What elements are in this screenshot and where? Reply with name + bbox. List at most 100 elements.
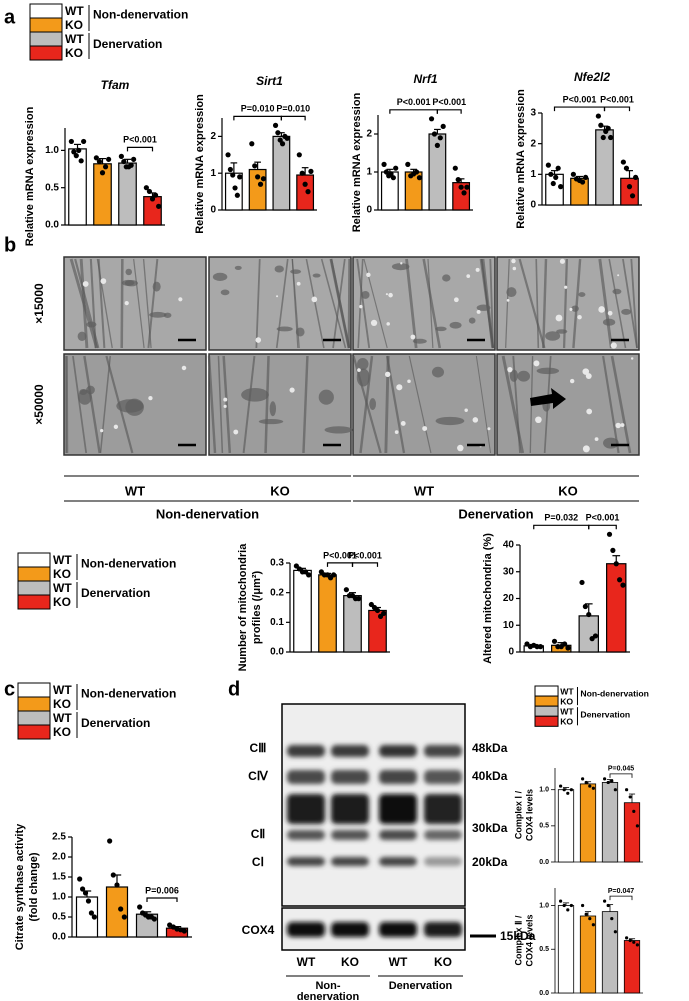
em-mitochondrion	[431, 366, 445, 378]
em-vacuole	[148, 395, 153, 401]
genotype-label: WT	[125, 483, 145, 498]
comparison-label: P=0.006	[145, 885, 179, 895]
em-arrow	[530, 388, 566, 409]
data-point	[149, 196, 156, 202]
genotype-label: WT	[297, 955, 316, 969]
y-tick-label: 0.5	[45, 182, 59, 193]
em-vacuole	[472, 417, 479, 423]
bar	[343, 595, 362, 653]
data-point	[76, 147, 82, 153]
data-point	[629, 193, 636, 199]
comparison-label: P=0.010	[241, 104, 275, 114]
error-bar	[628, 793, 636, 803]
y-tick-label: 0	[210, 205, 216, 216]
data-point	[606, 780, 610, 785]
data-point	[555, 165, 561, 171]
data-point	[99, 170, 106, 176]
comparison-label: P<0.001	[323, 550, 357, 560]
em-stripe	[622, 258, 638, 349]
data-point	[279, 141, 286, 147]
data-point	[381, 610, 387, 617]
y-tick-label: 1.0	[52, 892, 66, 903]
data-point	[102, 164, 109, 170]
em-background	[496, 256, 640, 351]
blot-band	[287, 770, 325, 784]
data-point	[128, 162, 134, 168]
em-vacuole	[487, 427, 491, 431]
data-point	[628, 938, 632, 943]
em-vacuole	[407, 379, 411, 383]
em-mitochondrion	[369, 398, 377, 411]
em-stripe	[405, 258, 418, 349]
marker-label: 15kDa	[500, 929, 536, 943]
em-vacuole	[507, 367, 513, 373]
data-point	[302, 181, 308, 187]
em-vacuole	[569, 307, 573, 311]
y-tick-label: 1	[530, 169, 536, 180]
error-bar	[99, 157, 106, 164]
y-tick-label: 0	[508, 647, 514, 658]
em-mitochondrion	[274, 265, 284, 273]
em-stripe	[608, 258, 627, 349]
chart-title: Nfe2l2	[574, 70, 610, 84]
y-tick-label: 1.0	[539, 902, 549, 909]
comparison-bracket	[351, 562, 379, 567]
marker-label: 20kDa	[472, 855, 508, 869]
em-mitochondrion	[312, 273, 321, 278]
comparison-bracket	[280, 115, 306, 121]
panel-label: d	[228, 678, 240, 700]
legend-swatch	[29, 17, 63, 33]
legend-group: Denervation	[81, 586, 150, 600]
em-mitochondrion	[149, 311, 167, 318]
data-point	[464, 184, 470, 190]
data-point	[603, 899, 607, 903]
blot-band	[379, 830, 417, 840]
data-point	[455, 177, 461, 183]
data-point	[620, 159, 626, 165]
data-point	[565, 645, 571, 651]
data-point	[452, 165, 458, 171]
em-vacuole	[559, 258, 565, 264]
em-vacuole	[113, 424, 119, 429]
data-point	[308, 168, 314, 174]
em-mitochondrion	[86, 321, 97, 328]
blot-band	[287, 922, 325, 937]
legend-label: KO	[53, 567, 71, 581]
bar	[623, 802, 641, 863]
marker-label: 30kDa	[472, 821, 508, 835]
em-vacuole	[255, 337, 262, 343]
data-point	[562, 641, 568, 647]
em-stripe	[385, 355, 406, 454]
em-mitochondrion	[212, 272, 228, 281]
em-mitochondrion	[356, 368, 370, 387]
comparison-label: P<0.001	[432, 97, 466, 107]
data-point	[107, 838, 113, 844]
legend-group: Non-denervation	[81, 686, 176, 700]
em-vacuole	[620, 423, 625, 428]
blot-band	[331, 922, 369, 937]
y-tick-label: 0.1	[270, 617, 284, 628]
y-axis-label: Relative mRNA expression	[194, 94, 206, 234]
error-bar	[124, 158, 131, 164]
em-vacuole	[466, 274, 471, 279]
y-tick-label: 10	[503, 620, 515, 631]
comparison-bracket	[326, 562, 354, 567]
em-image	[496, 256, 640, 351]
error-bar	[254, 161, 261, 170]
bar	[118, 162, 137, 226]
data-point	[110, 872, 116, 878]
bar	[595, 129, 614, 206]
em-image	[63, 353, 207, 456]
condition-label: Denervation	[458, 506, 533, 521]
data-point	[234, 192, 240, 198]
em-stripe	[332, 258, 346, 349]
em-vacuole	[181, 365, 187, 371]
genotype-label: KO	[270, 483, 290, 498]
data-point	[588, 917, 592, 921]
blot-band	[331, 770, 369, 784]
em-vacuole	[615, 422, 621, 429]
em-mitochondrion	[357, 358, 369, 370]
em-mitochondrion	[116, 399, 144, 413]
data-point	[257, 181, 264, 187]
data-point	[405, 161, 411, 167]
